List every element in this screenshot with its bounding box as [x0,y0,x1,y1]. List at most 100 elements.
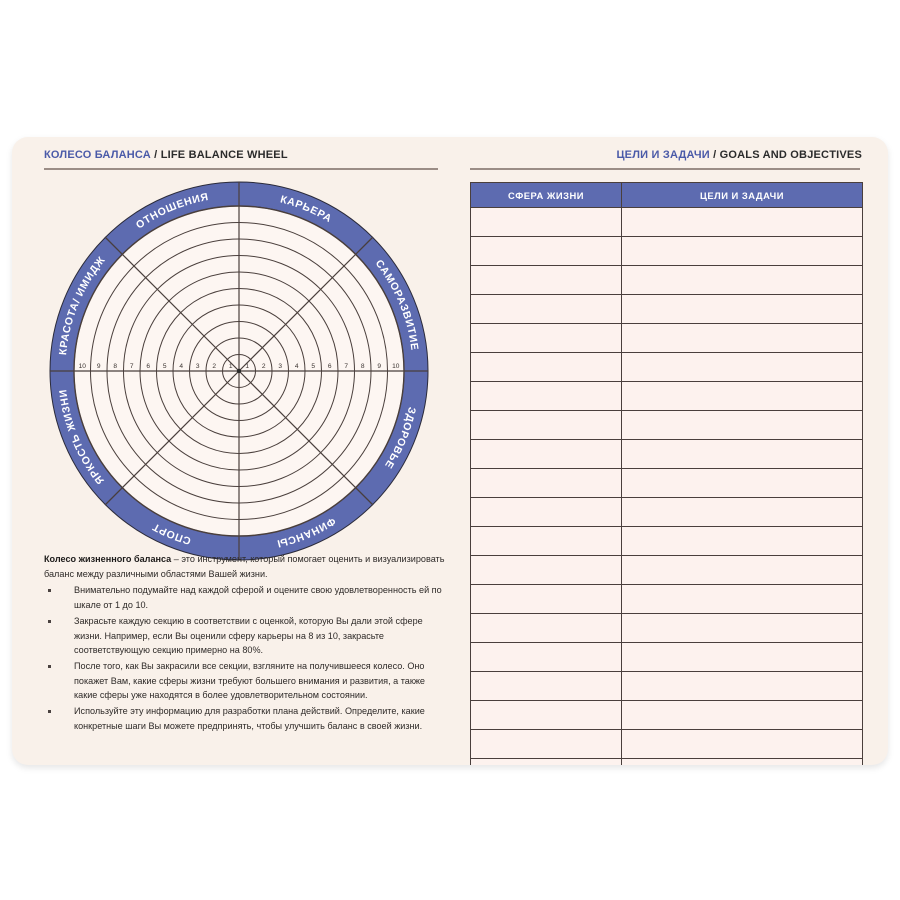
cell-goals[interactable] [621,671,863,701]
cell-goals[interactable] [621,700,863,730]
instruction-bullet: Используйте эту информацию для разработк… [44,704,448,733]
wheel-scale-number: 6 [146,363,150,370]
table-row[interactable] [470,497,863,527]
wheel-scale-number: 4 [295,363,299,370]
cell-sphere[interactable] [470,671,622,701]
wheel-svg[interactable]: КАРЬЕРАСАМОРАЗВИТИЕЗДОРОВЬЕФИНАНСЫСПОРТЯ… [30,180,448,580]
table-row[interactable] [470,381,863,411]
cell-sphere[interactable] [470,439,622,469]
cell-sphere[interactable] [470,555,622,585]
cell-goals[interactable] [621,584,863,614]
table-row[interactable] [470,468,863,498]
table-row[interactable] [470,729,863,759]
table-row[interactable] [470,439,863,469]
column-header-sphere: СФЕРА ЖИЗНИ [470,182,622,208]
page-title-left-en: LIFE BALANCE WHEEL [160,149,288,161]
cell-goals[interactable] [621,323,863,353]
table-row[interactable] [470,265,863,295]
cell-sphere[interactable] [470,497,622,527]
table-row[interactable] [470,642,863,672]
instruction-bullet: Внимательно подумайте над каждой сферой … [44,583,448,612]
cell-goals[interactable] [621,468,863,498]
wheel-scale-number: 5 [311,363,315,370]
wheel-scale-number: 1 [229,363,233,370]
cell-goals[interactable] [621,497,863,527]
cell-sphere[interactable] [470,758,622,765]
cell-sphere[interactable] [470,381,622,411]
cell-sphere[interactable] [470,613,622,643]
cell-sphere[interactable] [470,207,622,237]
wheel-scale-number: 9 [97,363,101,370]
cell-goals[interactable] [621,352,863,382]
cell-sphere[interactable] [470,352,622,382]
wheel-scale-number: 7 [130,363,134,370]
cell-goals[interactable] [621,381,863,411]
cell-goals[interactable] [621,236,863,266]
cell-goals[interactable] [621,410,863,440]
table-row[interactable] [470,236,863,266]
cell-sphere[interactable] [470,265,622,295]
table-row[interactable] [470,613,863,643]
cell-goals[interactable] [621,526,863,556]
cell-goals[interactable] [621,555,863,585]
cell-sphere[interactable] [470,468,622,498]
page-title-left-ru: КОЛЕСО БАЛАНСА [44,149,151,161]
table-row[interactable] [470,526,863,556]
table-row[interactable] [470,410,863,440]
page-title-right-ru: ЦЕЛИ И ЗАДАЧИ [616,149,710,161]
wheel-scale-number: 6 [328,363,332,370]
cell-sphere[interactable] [470,323,622,353]
wheel-scale-number: 4 [179,363,183,370]
goals-table-head: СФЕРА ЖИЗНИ ЦЕЛИ И ЗАДАЧИ [470,182,863,208]
cell-sphere[interactable] [470,294,622,324]
table-row[interactable] [470,700,863,730]
wheel-scale-number: 8 [113,363,117,370]
cell-goals[interactable] [621,642,863,672]
header-rule-right [470,168,860,170]
cell-sphere[interactable] [470,729,622,759]
goals-table-body[interactable] [470,207,863,765]
header-rule-left [44,168,438,170]
table-row[interactable] [470,758,863,765]
cell-sphere[interactable] [470,584,622,614]
instructions-intro-bold: Колесо жизненного баланса [44,554,172,564]
cell-sphere[interactable] [470,410,622,440]
wheel-scale-number: 5 [163,363,167,370]
cell-goals[interactable] [621,613,863,643]
table-row[interactable] [470,555,863,585]
wheel-spoke [104,370,240,506]
cell-goals[interactable] [621,294,863,324]
cell-sphere[interactable] [470,526,622,556]
wheel-scale-number: 2 [262,363,266,370]
cell-goals[interactable] [621,439,863,469]
goals-table-header-row: СФЕРА ЖИЗНИ ЦЕЛИ И ЗАДАЧИ [470,182,863,208]
goals-table[interactable]: СФЕРА ЖИЗНИ ЦЕЛИ И ЗАДАЧИ [470,182,863,765]
instruction-bullet: После того, как Вы закрасили все секции,… [44,659,448,703]
cell-sphere[interactable] [470,700,622,730]
instructions-list: Внимательно подумайте над каждой сферой … [44,583,448,733]
cell-sphere[interactable] [470,642,622,672]
wheel-scale-number: 10 [392,363,400,370]
wheel-spoke [104,236,240,372]
cell-sphere[interactable] [470,236,622,266]
table-row[interactable] [470,323,863,353]
cell-goals[interactable] [621,265,863,295]
page-title-left-separator: / [150,149,161,161]
wheel-center-dot [236,368,242,374]
instructions-intro: Колесо жизненного баланса – это инструме… [44,552,448,581]
table-row[interactable] [470,294,863,324]
page-title-right: ЦЕЛИ И ЗАДАЧИ / GOALS AND OBJECTIVES [616,149,862,161]
table-row[interactable] [470,671,863,701]
table-row[interactable] [470,207,863,237]
instruction-bullet: Закрасьте каждую секцию в соответствии с… [44,614,448,658]
wheel-spoke [238,370,374,506]
table-row[interactable] [470,352,863,382]
page-title-left: КОЛЕСО БАЛАНСА / LIFE BALANCE WHEEL [44,149,288,161]
page-title-right-en: GOALS AND OBJECTIVES [719,149,862,161]
table-row[interactable] [470,584,863,614]
cell-goals[interactable] [621,207,863,237]
cell-goals[interactable] [621,729,863,759]
cell-goals[interactable] [621,758,863,765]
wheel-scale-number: 2 [212,363,216,370]
life-balance-wheel[interactable]: КАРЬЕРА САМОРАЗВИТИЕ ЗДОРОВЬЕ ФИНАНСЫ СПОРТ Я… [30,180,448,580]
